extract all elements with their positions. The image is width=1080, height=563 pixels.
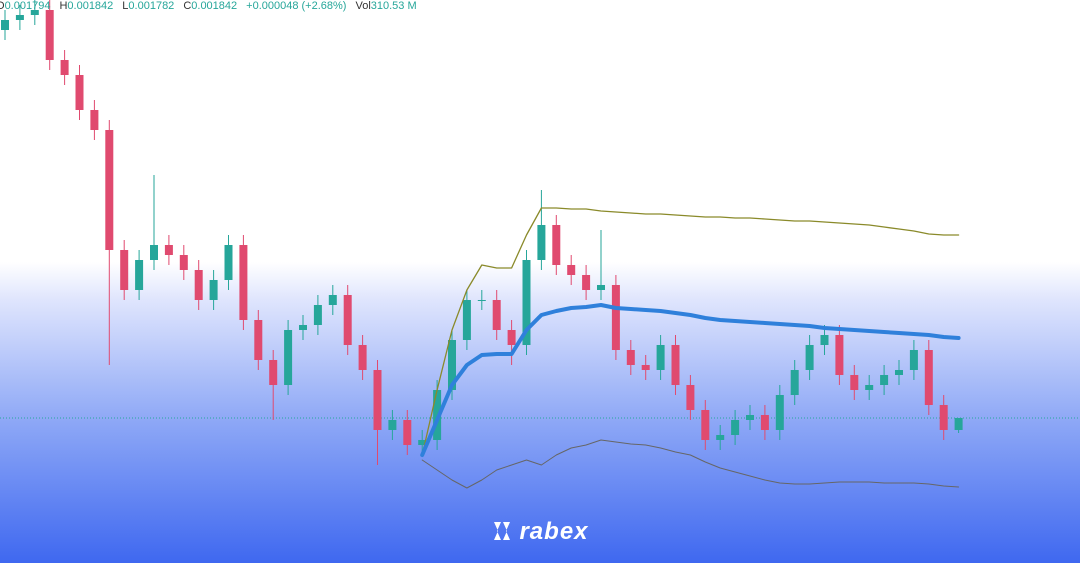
- candle-body: [507, 330, 516, 345]
- indicator-line: [421, 439, 960, 489]
- header-label: C: [183, 0, 192, 12]
- candle-body: [120, 250, 129, 290]
- candle-body: [760, 415, 769, 430]
- candle-body: [358, 345, 367, 370]
- candle-body: [775, 395, 784, 430]
- candle-body: [909, 350, 918, 370]
- candle-body: [880, 375, 889, 385]
- candle-body: [582, 275, 591, 290]
- candle-body: [403, 420, 412, 445]
- header-label: O: [0, 0, 5, 12]
- candle-body: [105, 130, 114, 250]
- candle-body: [477, 300, 486, 301]
- candle-body: [15, 15, 24, 20]
- candle-body: [805, 345, 814, 370]
- candle-body: [701, 410, 710, 440]
- candle-body: [448, 340, 456, 390]
- candle-body: [284, 330, 293, 385]
- header-item: +0.000048 (+2.68%): [246, 0, 346, 12]
- header-value: 310.53 M: [370, 0, 417, 12]
- candle-body: [865, 385, 874, 390]
- candle-body: [75, 75, 84, 110]
- candle-body: [671, 345, 680, 385]
- candle-body: [954, 418, 963, 430]
- header-label: H: [59, 0, 68, 12]
- candle-body: [895, 370, 903, 375]
- candle-body: [492, 300, 501, 330]
- candle-body: [269, 360, 278, 385]
- header-label: Vol: [355, 0, 371, 12]
- candle-body: [164, 245, 173, 255]
- candle-body: [462, 300, 471, 340]
- candle-body: [626, 350, 635, 365]
- candle-body: [567, 265, 576, 275]
- candle-body: [90, 110, 99, 130]
- candle-body: [388, 420, 397, 430]
- candle-body: [835, 335, 844, 375]
- watermark: rabex: [0, 518, 1080, 546]
- candle-body: [135, 260, 144, 290]
- candle-body: [418, 440, 427, 445]
- candle-body: [939, 405, 948, 430]
- header-value: +0.000048 (+2.68%): [246, 0, 347, 12]
- candle-body: [790, 370, 799, 395]
- candle-body: [597, 285, 605, 290]
- candle-body: [656, 345, 665, 370]
- candle-body: [179, 255, 188, 270]
- candle-body: [60, 60, 69, 75]
- candle-body: [254, 320, 263, 360]
- logo-icon: [494, 522, 511, 540]
- candle-body: [239, 245, 248, 320]
- header-item: C0.001842: [183, 0, 237, 12]
- candle-body: [194, 270, 203, 300]
- candle-body: [209, 280, 218, 300]
- candle-body: [373, 370, 382, 430]
- watermark-text: rabex: [519, 518, 589, 545]
- candle-body: [552, 225, 561, 265]
- candle-body: [522, 260, 531, 345]
- header-value: 0.001794: [4, 0, 51, 12]
- candle-body: [850, 375, 859, 390]
- candle-body: [924, 350, 933, 405]
- ohlc-header: O0.001794 H0.001842 L0.001782 C0.001842 +0.0…: [0, 0, 426, 12]
- candle-body: [299, 325, 307, 330]
- header-value: 0.001842: [191, 0, 238, 12]
- candle-body: [686, 385, 695, 410]
- candle-body: [1, 20, 9, 30]
- header-label: L: [122, 0, 129, 12]
- candle-body: [716, 435, 725, 440]
- header-value: 0.001782: [128, 0, 175, 12]
- header-item: O0.001794: [0, 0, 50, 12]
- candle-body: [150, 245, 158, 260]
- header-item: Vol310.53 M: [355, 0, 416, 12]
- candle-body: [537, 225, 546, 260]
- candle-body: [611, 285, 620, 350]
- candle-body: [328, 295, 337, 305]
- candle-body: [30, 10, 39, 15]
- header-item: H0.001842: [59, 0, 113, 12]
- candle-body: [343, 295, 352, 345]
- header-item: L0.001782: [122, 0, 174, 12]
- candle-body: [224, 245, 233, 280]
- indicator-line: [420, 303, 961, 457]
- candle-body: [746, 415, 754, 420]
- candle-body: [45, 10, 54, 60]
- indicator-line: [421, 207, 960, 456]
- candle-body: [731, 420, 740, 435]
- candle-body: [820, 335, 829, 345]
- candle-body: [313, 305, 322, 325]
- candle-body: [641, 365, 650, 370]
- header-value: 0.001842: [67, 0, 114, 12]
